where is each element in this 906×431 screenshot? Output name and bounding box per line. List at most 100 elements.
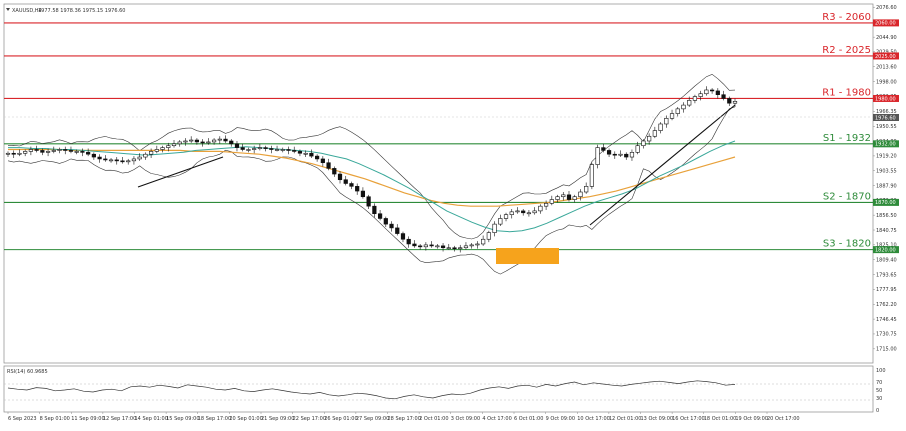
x-tick-label: 14 Sep 01:00 [135, 416, 168, 422]
candle-body [515, 210, 520, 213]
candle-body [177, 141, 182, 145]
x-tick-label: 20 Oct 17:00 [767, 416, 800, 422]
candle-body [343, 179, 348, 184]
x-tick-label: 18 Sep 17:00 [198, 416, 231, 422]
candle-body [17, 152, 22, 155]
candle-body [292, 150, 297, 152]
x-tick-label: 6 Oct 01:00 [514, 416, 543, 422]
candle-body [211, 139, 217, 143]
candle-body [126, 160, 131, 163]
y-tick-label: 2013.60 [876, 65, 897, 71]
rsi-line [7, 380, 736, 400]
candle-body [440, 245, 446, 249]
candle-body [240, 147, 245, 150]
candle-body [664, 118, 669, 125]
candle-body [297, 151, 303, 154]
x-tick-label: 19 Oct 09:00 [735, 416, 768, 422]
candle-body [549, 199, 554, 204]
candle-body [601, 147, 606, 151]
candle-body [366, 196, 371, 207]
level-label: R1 - 1980 [822, 87, 871, 98]
y-tick-label: 1840.75 [876, 228, 897, 234]
x-tick-label: 12 Sep 17:00 [103, 416, 136, 422]
candle-body [492, 223, 497, 233]
candle-body [669, 113, 675, 119]
candle-body [309, 152, 314, 157]
y-tick-label: 1793.65 [876, 272, 897, 278]
candle-body [28, 149, 33, 152]
candle-body [149, 151, 154, 155]
level-price-label: 1820.00 [875, 247, 896, 253]
y-tick-label: 1715.00 [876, 347, 897, 353]
y-tick-label: 1887.90 [876, 183, 897, 189]
candle-body [320, 158, 325, 164]
candle-body [11, 152, 16, 155]
sma-fast-line [8, 140, 736, 233]
candle-body [675, 108, 680, 114]
main-panel-frame [3, 3, 874, 364]
y-tick-label: 1746.45 [876, 317, 897, 323]
candle-body [257, 147, 262, 149]
candle-body [68, 150, 74, 152]
candle-body [475, 243, 480, 246]
candle-body [578, 191, 583, 198]
candle-body [269, 148, 274, 150]
candle-body [360, 190, 366, 198]
candle-body [45, 151, 51, 153]
candle-body [223, 138, 228, 142]
candle-body [566, 194, 572, 200]
candle-body [538, 205, 543, 212]
demand-zone-highlight [496, 248, 559, 264]
y-tick-label: 1762.20 [876, 302, 897, 308]
rsi-tick-label: 70 [876, 380, 882, 386]
candle-body [166, 145, 171, 148]
level-label: S1 - 1932 [823, 133, 871, 144]
level-price-box [873, 52, 899, 60]
y-tick-label: 1966.35 [876, 109, 897, 115]
candle-body [561, 194, 566, 198]
candle-body [458, 247, 463, 250]
candle-body [91, 153, 96, 158]
candle-body [543, 203, 549, 207]
x-tick-label: 26 Sep 01:00 [324, 416, 357, 422]
candle-body [446, 247, 451, 250]
candle-body [692, 96, 698, 101]
sma-slow-line [8, 148, 736, 207]
rsi-tick-label: 0 [876, 408, 879, 414]
rsi-ticks: 100 70 50 30 0 [876, 368, 886, 414]
candle-body [503, 214, 509, 219]
candle-body [429, 244, 434, 247]
y-tick-label: 1856.50 [876, 213, 897, 219]
candle-body [400, 233, 406, 240]
y-tick-label: 2076.60 [876, 5, 897, 11]
candle-body [481, 238, 486, 245]
candle-body [303, 152, 308, 155]
rsi-panel-frame [3, 365, 874, 413]
candle-body [326, 162, 331, 169]
x-tick-label: 16 Oct 17:00 [672, 416, 705, 422]
candle-body [423, 244, 428, 248]
candle-body [372, 205, 377, 215]
y-tick-label: 1903.55 [876, 168, 897, 174]
chart-symbol: XAUUSD,H4 [12, 8, 42, 14]
candle-body [34, 149, 39, 151]
y-tick-label: 1950.55 [876, 124, 897, 130]
current-price-box [873, 114, 899, 121]
x-tick-label: 18 Oct 01:00 [704, 416, 737, 422]
candle-body [463, 245, 469, 249]
rsi-tick-label: 100 [876, 368, 886, 374]
level-price-box [873, 246, 899, 254]
candle-body [200, 141, 205, 144]
x-tick-label: 9 Oct 09:00 [546, 416, 575, 422]
y-tick-label: 2044.90 [876, 35, 897, 41]
candle-body [498, 218, 503, 225]
candle-body [332, 168, 337, 175]
candle-body [40, 150, 45, 153]
candle-body [710, 89, 715, 92]
level-label: R3 - 2060 [822, 12, 871, 23]
rsi-tick-label: 50 [876, 388, 882, 394]
level-price-label: 1980.00 [875, 96, 896, 102]
trendline-october [589, 104, 736, 226]
candle-body [704, 89, 709, 95]
candle-body [606, 150, 612, 155]
